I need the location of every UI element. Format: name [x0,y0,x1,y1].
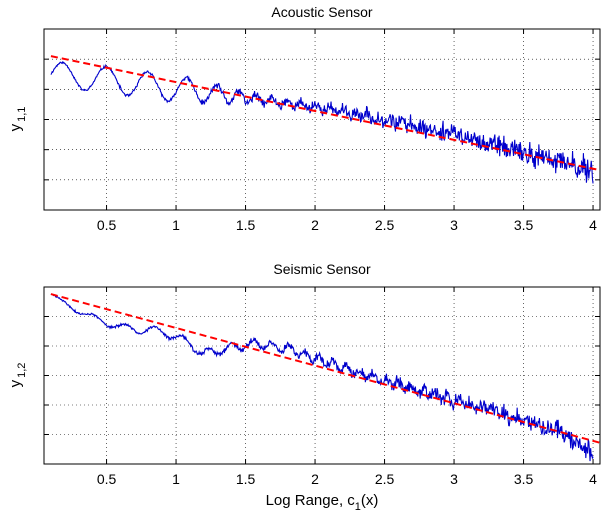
acoustic-xtick-label: 4 [589,217,597,233]
acoustic-fit-line [51,56,600,170]
acoustic-series [51,56,600,183]
acoustic-ylabel: y1,1 [7,107,28,132]
acoustic-xticks: 0.5 1 1.5 2 2.5 3 3.5 4 [44,29,600,233]
acoustic-panel: Acoustic Sensor 0.5 1 1.5 2 2.5 3 3.5 4 y1,1 [7,4,600,233]
seismic-xtick-label: 2 [311,471,319,487]
seismic-panel: Seismic Sensor 0.5 1 1.5 2 2.5 3 3.5 4 y1,2 Log… [7,261,600,513]
acoustic-xtick-label: 1 [172,217,180,233]
seismic-signal-line [51,294,593,461]
acoustic-xtick-label: 3 [450,217,458,233]
seismic-ylabel: y1,2 [7,363,28,388]
seismic-xtick-label: 0.5 [97,471,117,487]
seismic-grid [44,287,600,464]
seismic-xtick-label: 3.5 [514,471,534,487]
seismic-xtick-label: 1.5 [236,471,256,487]
seismic-series [51,294,600,461]
acoustic-xtick-label: 3.5 [514,217,534,233]
seismic-xticks: 0.5 1 1.5 2 2.5 3 3.5 4 [44,287,600,487]
x-axis-label: Log Range, c1(x) [266,492,379,513]
seismic-xtick-label: 1 [172,471,180,487]
seismic-xtick-label: 4 [589,471,597,487]
seismic-title: Seismic Sensor [273,261,371,277]
acoustic-signal-line [51,62,593,183]
acoustic-xtick-label: 2 [311,217,319,233]
acoustic-xtick-label: 2.5 [375,217,395,233]
acoustic-grid [44,29,600,210]
acoustic-xtick-label: 1.5 [236,217,256,233]
seismic-xtick-label: 3 [450,471,458,487]
seismic-xtick-label: 2.5 [375,471,395,487]
acoustic-title: Acoustic Sensor [271,4,372,20]
acoustic-xtick-label: 0.5 [97,217,117,233]
